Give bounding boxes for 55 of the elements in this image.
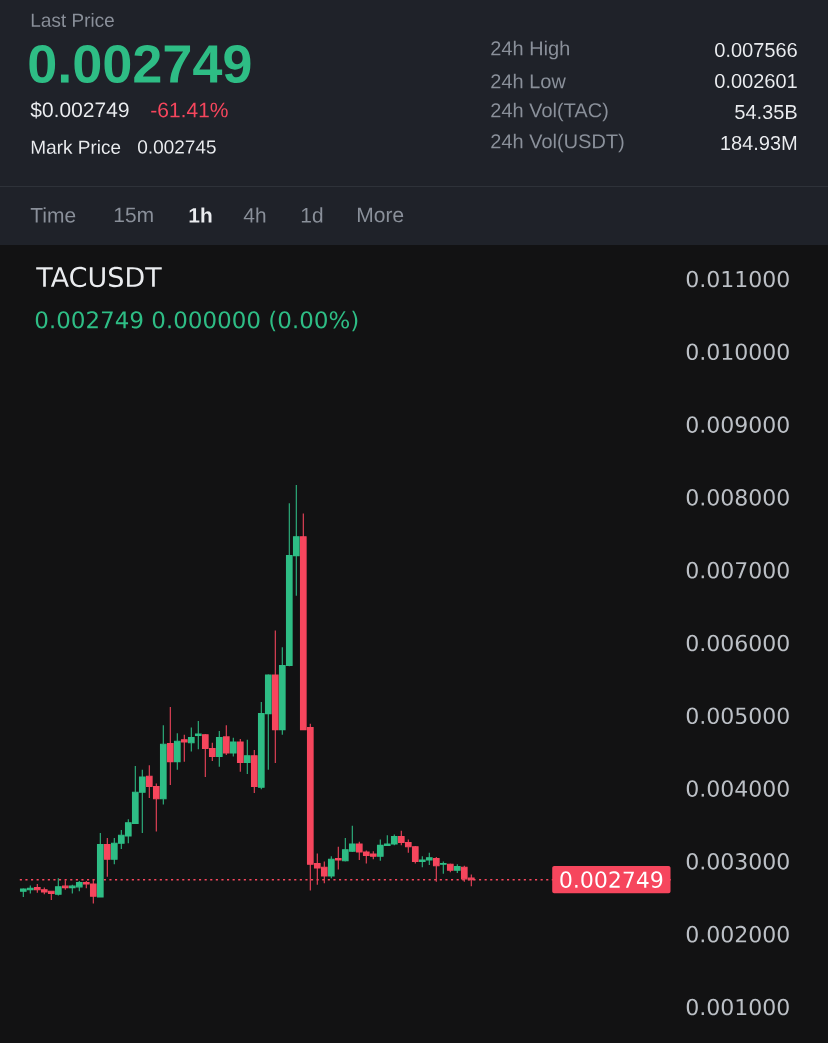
y-tick-label: 0.003000 (686, 853, 789, 870)
candlestick (334, 846, 342, 870)
annotation: 0.002749 0.000000 (0.00%) (35, 310, 358, 332)
candlestick (453, 863, 461, 874)
y-tick-label: 0.007000 (686, 561, 789, 579)
candlestick (194, 720, 202, 750)
candlestick (187, 726, 195, 752)
text: 0.002745 (138, 140, 216, 154)
text: 1h (189, 207, 212, 223)
candlestick (439, 860, 447, 875)
y-tick-label: 0.004000 (686, 780, 789, 797)
y-tick-label: 0.005000 (686, 707, 789, 725)
candlestick (96, 832, 104, 898)
y-tick-label: 0.008000 (686, 489, 789, 506)
candlestick (236, 738, 244, 773)
candlestick (229, 737, 237, 758)
text: 4h (243, 207, 266, 223)
candlestick (180, 734, 188, 763)
text: 54.35B (735, 104, 797, 120)
candlestick (159, 724, 167, 806)
text: Last Price (31, 13, 114, 27)
y-tick-label: 0.010000 (686, 343, 789, 361)
candlestick (243, 739, 251, 775)
candlestick (103, 837, 111, 878)
text: -61.41% (151, 102, 228, 118)
candlestick (446, 863, 454, 873)
candlestick (250, 749, 258, 794)
candlestick (173, 732, 181, 771)
text: 24h Vol(TAC) (491, 102, 608, 122)
text: 24h Low (491, 73, 566, 89)
candlestick (166, 706, 174, 786)
text: $0.002749 (30, 101, 129, 119)
candlestick (327, 855, 335, 879)
candlestick (271, 630, 279, 764)
text: 24h High (491, 40, 569, 60)
y-tick-label: 0.006000 (686, 634, 789, 652)
text: 0.007566 (715, 42, 797, 58)
y-tick-label: 0.001000 (686, 998, 789, 1016)
y-tick-label: 0.002000 (686, 925, 789, 943)
ref-line-label: 0.002749 (560, 871, 663, 888)
text: Mark Price (31, 140, 121, 154)
candlestick (222, 724, 230, 756)
text: Time (30, 207, 76, 223)
chart-title: TACUSDT (36, 266, 162, 288)
text: More (357, 207, 404, 223)
y-tick-label: 0.011000 (686, 270, 789, 288)
y-tick-label: 0.009000 (686, 416, 789, 433)
text: 24h Vol(USDT) (491, 133, 624, 153)
text: 1d (301, 207, 323, 223)
text: 0.002601 (715, 73, 797, 89)
candlestick (215, 730, 223, 768)
candlestick (54, 877, 62, 897)
text: 0.002749 (29, 44, 251, 84)
text: 184.93M (721, 135, 797, 151)
text: 15m (114, 207, 153, 223)
